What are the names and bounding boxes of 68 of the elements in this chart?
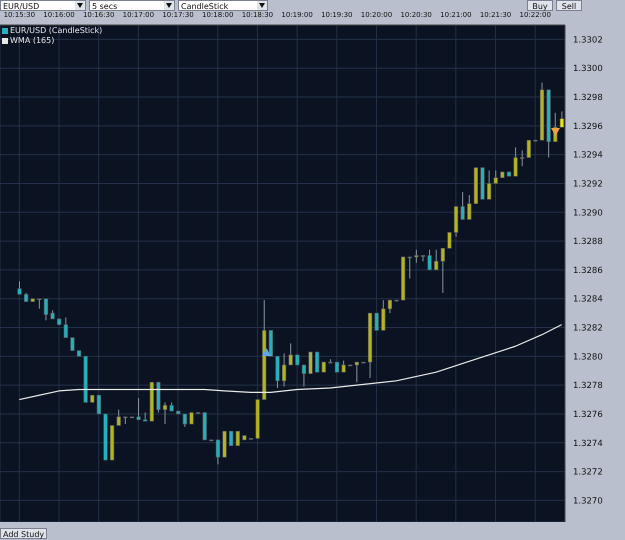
candlestick	[229, 430, 234, 446]
dropdown-field: 5 secs	[89, 0, 175, 11]
button: Buy	[527, 0, 553, 11]
legend-label: WMA (165)	[9, 36, 56, 46]
button: Add Study	[0, 528, 48, 538]
candlestick	[162, 402, 168, 425]
y-tick-label: 1.3296	[573, 122, 603, 132]
candlestick	[96, 394, 101, 414]
candlestick	[494, 170, 498, 184]
candlestick	[434, 249, 438, 270]
candlestick	[236, 430, 240, 446]
y-tick-label: 1.3294	[573, 150, 603, 161]
candlestick	[354, 362, 359, 383]
y-tick-label: 1.3278	[573, 381, 603, 392]
candlestick	[427, 249, 432, 270]
candlestick	[70, 337, 75, 351]
dropdown-field: CandleStick	[178, 0, 268, 11]
dropdown-field: EUR/USD	[0, 0, 86, 11]
y-tick-label: 1.3282	[573, 324, 603, 334]
y-tick-label: 1.3290	[573, 208, 603, 218]
candlestick	[342, 360, 346, 373]
candlestick	[520, 150, 524, 167]
candlestick	[408, 256, 412, 280]
candlestick	[381, 300, 386, 331]
y-tick-label: 1.3286	[573, 266, 603, 276]
legend-label: EUR/USD (CandleStick)	[9, 26, 102, 36]
candlestick	[513, 146, 518, 177]
candlestick	[182, 413, 187, 428]
candlestick	[388, 300, 392, 314]
candlestick	[526, 140, 531, 158]
candlestick	[414, 249, 418, 264]
y-tick-label: 1.3280	[573, 352, 603, 362]
candlestick	[308, 352, 313, 374]
y-tick-label: 1.3274	[573, 438, 603, 449]
candlestick	[189, 412, 194, 424]
y-tick-label: 1.3288	[573, 237, 603, 248]
candlestick	[328, 358, 332, 364]
candlestick	[467, 194, 472, 220]
line-series	[18, 324, 562, 400]
candlestick	[64, 316, 68, 338]
candlestick	[136, 398, 141, 420]
candlestick	[37, 298, 42, 310]
candlestick	[334, 362, 340, 372]
button: Sell	[556, 0, 582, 11]
candlestick	[487, 170, 492, 200]
candlestick	[17, 280, 22, 295]
candlestick	[447, 232, 452, 249]
candlestick	[44, 298, 48, 321]
y-tick-label: 1.3300	[573, 64, 603, 74]
candlestick	[295, 354, 300, 366]
y-tick-label: 1.3276	[573, 410, 603, 420]
candlestick	[560, 110, 564, 128]
candlestick	[282, 352, 286, 388]
y-tick-label: 1.3270	[573, 496, 603, 506]
candlestick	[315, 352, 320, 372]
candlestick	[116, 409, 121, 426]
candlestick	[288, 342, 293, 366]
y-tick-label: 1.3272	[573, 468, 603, 478]
candlestick	[374, 312, 379, 331]
candlestick	[302, 364, 306, 388]
candlestick	[216, 439, 220, 465]
candlestick	[322, 362, 326, 372]
y-tick-label: 1.3284	[573, 294, 603, 305]
y-tick-label: 1.3292	[573, 179, 603, 190]
y-tick-label: 1.3302	[573, 35, 603, 46]
candlestick	[460, 192, 465, 220]
candlestick	[440, 248, 445, 294]
y-tick-label: 1.3298	[573, 93, 603, 104]
